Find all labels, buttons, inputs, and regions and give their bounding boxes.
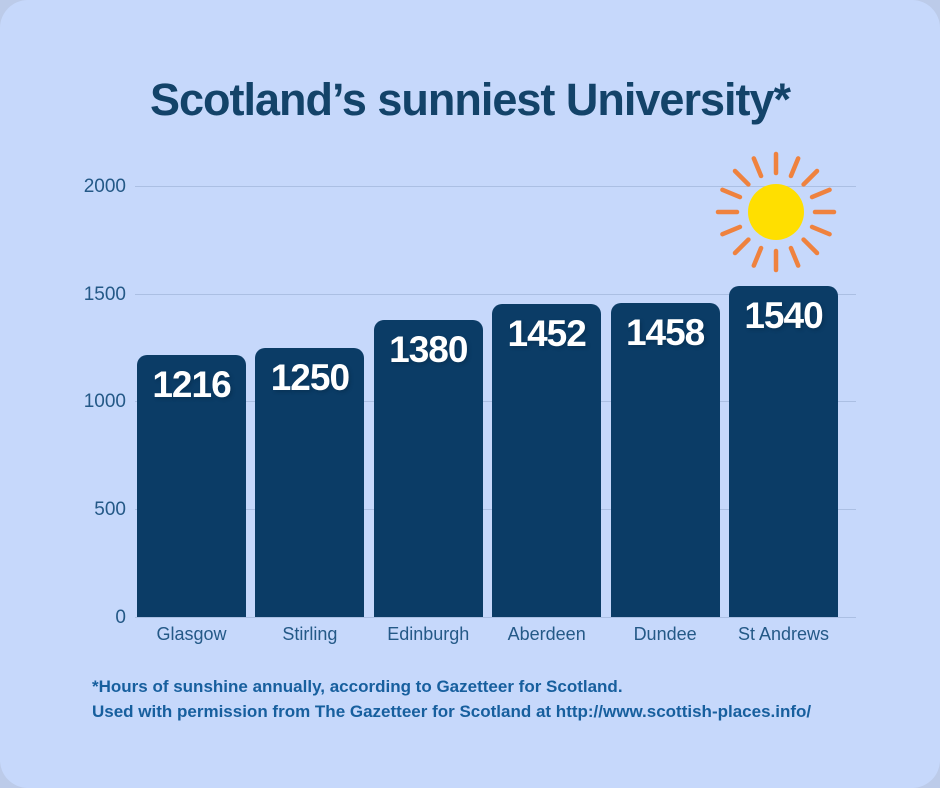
sun-ray	[809, 224, 832, 237]
x-axis-tick-label: Aberdeen	[507, 624, 586, 644]
y-axis-tick-label: 1500	[83, 283, 126, 305]
y-axis-tick-label: 1000	[83, 391, 126, 413]
sun-ray	[751, 156, 764, 179]
sun-ray	[720, 187, 743, 200]
sun-disc	[748, 184, 804, 240]
footnote: *Hours of sunshine annually, according t…	[92, 674, 811, 724]
bar-value-label: 1452	[507, 313, 587, 355]
bar-value-label: 1250	[270, 356, 350, 398]
sun-ray	[732, 168, 751, 187]
y-axis-tick-label: 500	[94, 498, 126, 520]
x-axis-tick-label: Stirling	[282, 624, 338, 644]
sun-ray	[788, 156, 801, 179]
sun-ray	[732, 237, 751, 256]
bar-value-label: 1540	[744, 294, 823, 336]
x-axis-tick-label: Edinburgh	[387, 624, 470, 644]
y-axis-tick-label: 0	[115, 606, 126, 628]
sun-ray	[788, 245, 801, 268]
bar-aberdeen: 1452	[492, 304, 602, 617]
bar-value-label: 1458	[625, 312, 705, 354]
x-axis-tick-label: Glasgow	[156, 624, 227, 644]
bar-glasgow: 1216	[137, 355, 246, 617]
sun-ray	[751, 245, 764, 268]
chart-title: Scotland’s sunniest University*	[149, 74, 791, 125]
gridline-1500	[135, 293, 856, 295]
x-axis-tick-label: Dundee	[633, 624, 697, 644]
bar-st-andrews: 1540	[729, 285, 838, 617]
footnote-line-1: *Hours of sunshine annually, according t…	[92, 677, 623, 696]
x-axis-tick-label: St Andrews	[737, 624, 830, 644]
sun-icon	[715, 151, 837, 273]
sun-ray	[801, 237, 820, 256]
gridline-2000	[135, 186, 856, 187]
gridline-0	[135, 616, 856, 618]
sun-ray	[809, 187, 832, 200]
bar-value-label: 1216	[152, 364, 231, 406]
sun-ray	[801, 168, 820, 187]
bar-edinburgh: 1380	[373, 319, 483, 617]
bar-stirling: 1250	[255, 347, 365, 617]
y-axis-tick-label: 2000	[83, 176, 126, 197]
bar-dundee: 1458	[610, 303, 720, 617]
bar-value-label: 1380	[389, 328, 468, 370]
footnote-line-2: Used with permission from The Gazetteer …	[92, 702, 812, 721]
sun-ray	[720, 224, 743, 237]
